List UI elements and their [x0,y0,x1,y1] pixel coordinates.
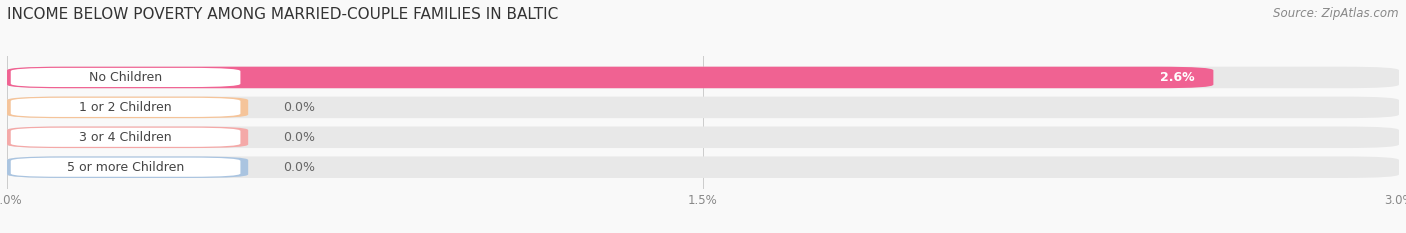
FancyBboxPatch shape [7,67,1399,88]
FancyBboxPatch shape [7,97,249,118]
Text: 1 or 2 Children: 1 or 2 Children [79,101,172,114]
Text: Source: ZipAtlas.com: Source: ZipAtlas.com [1274,7,1399,20]
Text: 3 or 4 Children: 3 or 4 Children [79,131,172,144]
Text: 2.6%: 2.6% [1160,71,1195,84]
Text: No Children: No Children [89,71,162,84]
FancyBboxPatch shape [11,128,240,147]
FancyBboxPatch shape [7,127,1399,148]
Text: 0.0%: 0.0% [283,101,315,114]
FancyBboxPatch shape [11,68,240,87]
Text: 0.0%: 0.0% [283,131,315,144]
FancyBboxPatch shape [7,67,1213,88]
FancyBboxPatch shape [11,98,240,117]
FancyBboxPatch shape [11,158,240,177]
FancyBboxPatch shape [7,97,1399,118]
Text: INCOME BELOW POVERTY AMONG MARRIED-COUPLE FAMILIES IN BALTIC: INCOME BELOW POVERTY AMONG MARRIED-COUPL… [7,7,558,22]
Text: 0.0%: 0.0% [283,161,315,174]
Text: 5 or more Children: 5 or more Children [67,161,184,174]
FancyBboxPatch shape [7,156,249,178]
FancyBboxPatch shape [7,127,249,148]
FancyBboxPatch shape [7,156,1399,178]
